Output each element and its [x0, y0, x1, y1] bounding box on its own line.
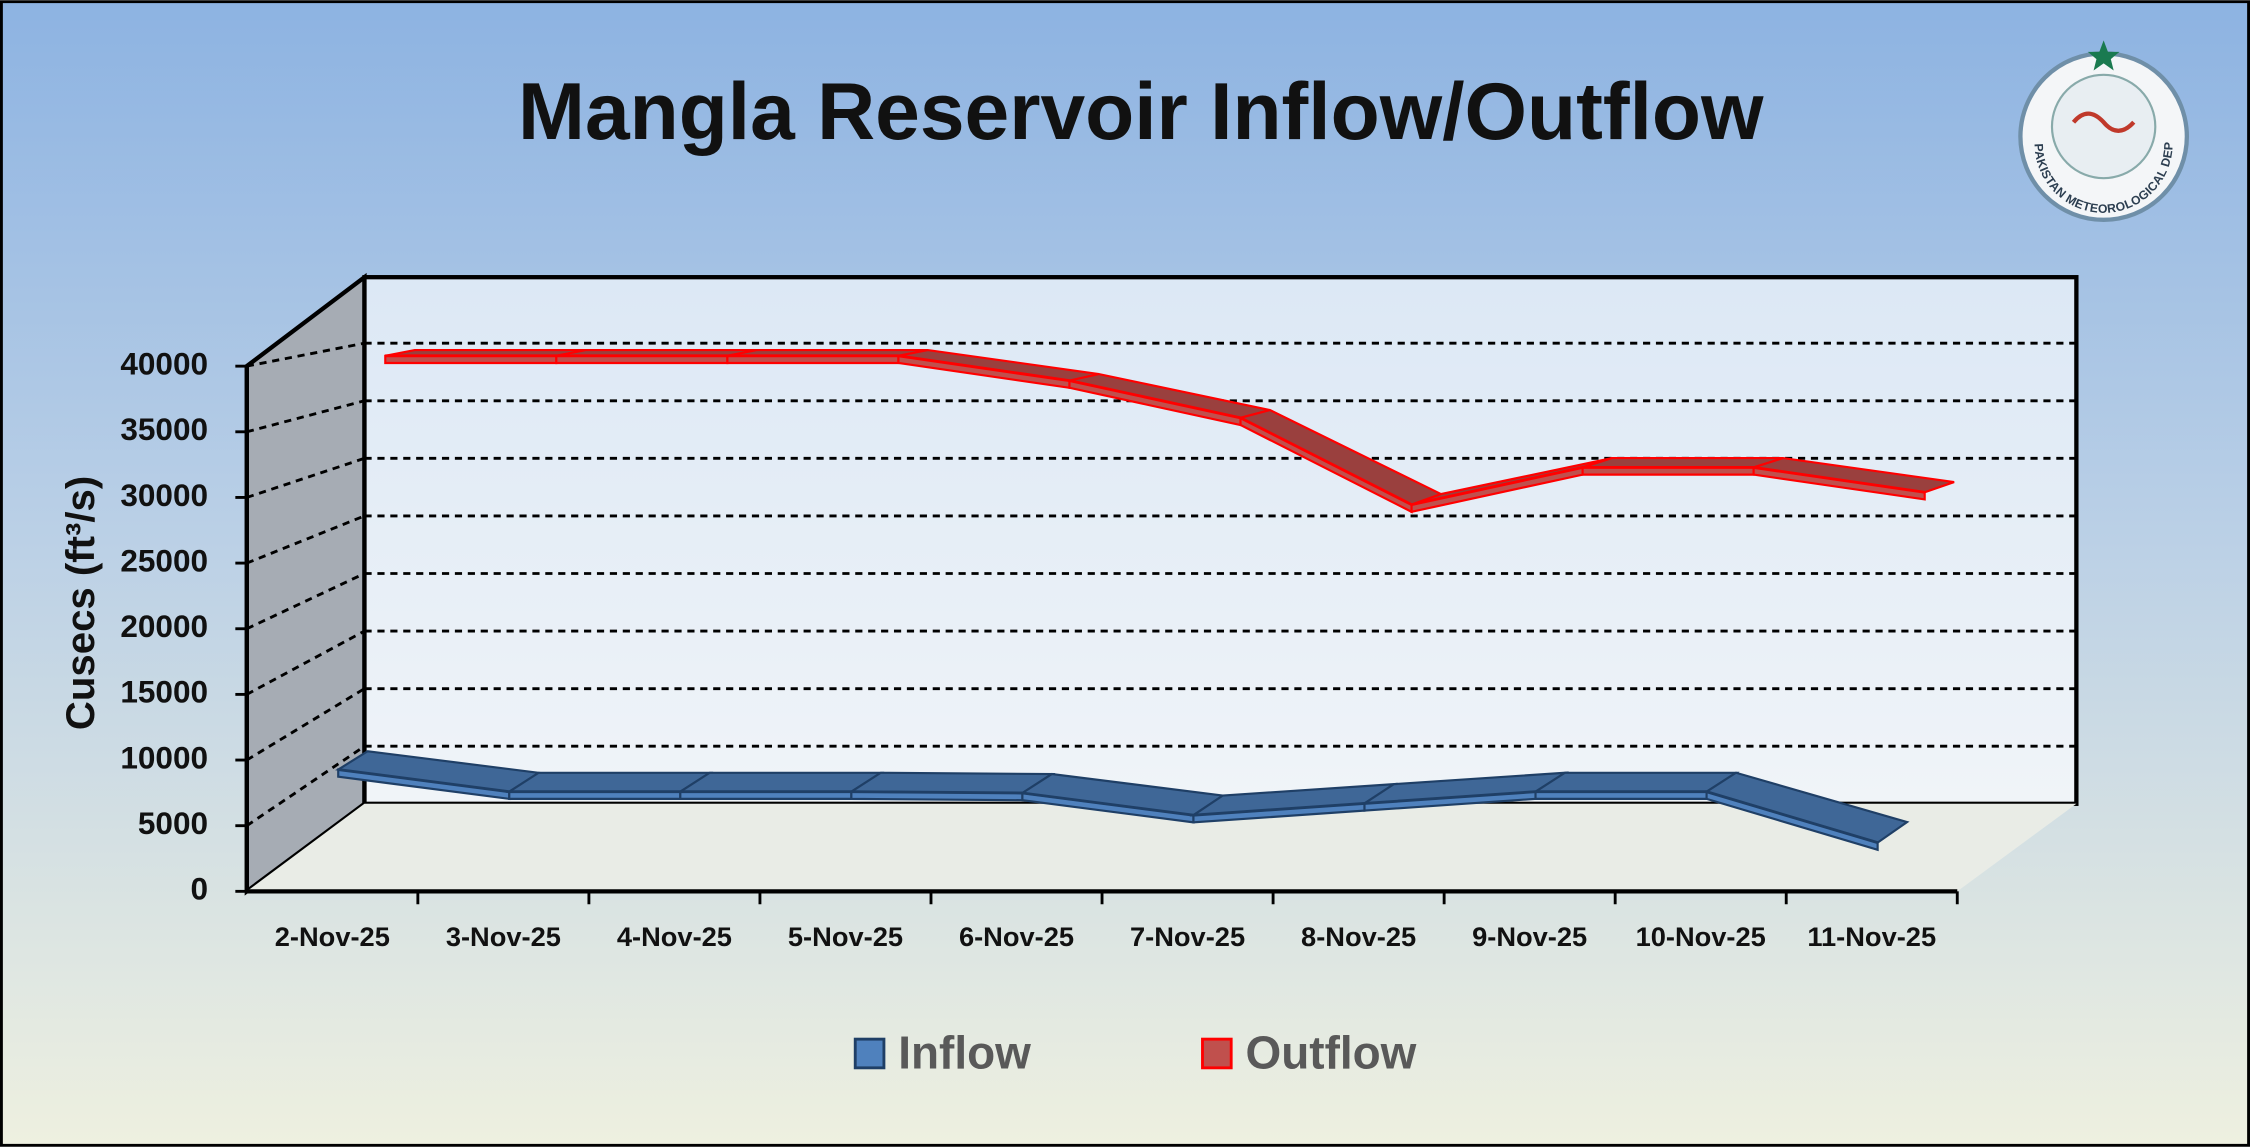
y-tick-label: 35000 — [120, 411, 208, 447]
x-tick-label: 6-Nov-25 — [959, 921, 1074, 952]
x-tick-label: 5-Nov-25 — [788, 921, 903, 952]
y-tick-label: 40000 — [120, 345, 208, 381]
grid-line — [246, 341, 365, 368]
x-tick-label: 8-Nov-25 — [1301, 921, 1416, 952]
grid-line — [246, 456, 365, 499]
logo-inner — [2050, 73, 2157, 180]
logo-wave — [2071, 111, 2136, 133]
grid-line — [246, 514, 366, 565]
grid-line — [246, 745, 366, 827]
chart-title: Mangla Reservoir Inflow/Outflow — [518, 67, 1764, 157]
line — [338, 768, 1879, 844]
y-tick-label: 25000 — [120, 542, 208, 578]
ribbon-top — [1531, 771, 1740, 793]
x-tick-label: 10-Nov-25 — [1636, 921, 1766, 952]
y-tick-label: 5000 — [138, 805, 208, 841]
legend-label: Outflow — [1246, 1026, 1417, 1078]
y-tick-label: 30000 — [120, 477, 208, 513]
back-wall — [362, 275, 2079, 806]
legend-label: Inflow — [898, 1026, 1031, 1078]
legend: Inflow Outflow — [853, 1026, 1417, 1078]
x-tick-label: 3-Nov-25 — [446, 921, 561, 952]
grid-line — [246, 572, 366, 631]
y-tick-label: 0 — [191, 871, 209, 907]
legend-swatch — [1201, 1037, 1233, 1070]
x-tick-label: 11-Nov-25 — [1807, 921, 1936, 952]
ribbon-top — [676, 771, 885, 793]
x-tick-label: 7-Nov-25 — [1130, 921, 1245, 952]
ribbon-top — [505, 771, 714, 793]
line — [385, 354, 1925, 507]
x-tick-label: 2-Nov-25 — [275, 921, 390, 952]
legend-swatch — [853, 1037, 886, 1070]
y-axis-title: Cusecs (ft³/s) — [58, 476, 103, 730]
logo-star — [2087, 40, 2120, 71]
floor — [246, 803, 2077, 892]
grid-line — [246, 687, 366, 762]
y-tick-label: 20000 — [120, 608, 208, 644]
series — [384, 348, 1955, 514]
series — [335, 750, 1910, 852]
ribbon-top — [847, 771, 1056, 795]
y-tick-label: 10000 — [120, 739, 208, 775]
x-tick-label: 4-Nov-25 — [617, 921, 732, 952]
grid-line — [246, 629, 366, 696]
side-wall — [244, 272, 367, 896]
x-tick-label: 9-Nov-25 — [1472, 921, 1587, 952]
y-tick-label: 15000 — [120, 674, 208, 710]
